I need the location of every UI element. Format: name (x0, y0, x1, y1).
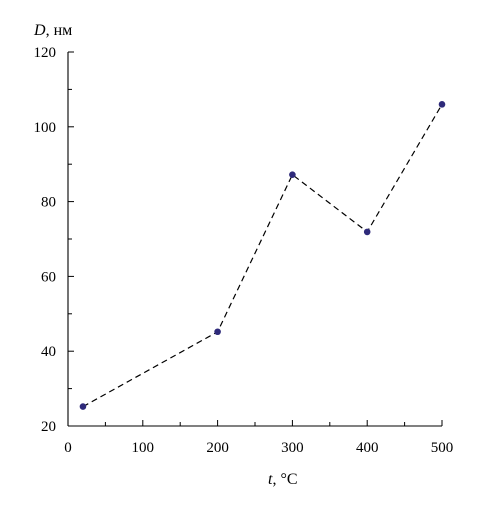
data-point (289, 171, 296, 178)
y-axis-unit: , нм (46, 22, 73, 39)
data-point (79, 403, 87, 410)
x-axis-unit: , °C (272, 471, 297, 488)
y-tick-label: 100 (34, 120, 57, 136)
series-layer (79, 101, 446, 410)
y-tick-label: 120 (34, 45, 57, 61)
data-point (363, 228, 371, 236)
y-tick-label: 60 (41, 269, 56, 285)
x-tick-label: 0 (64, 440, 72, 456)
y-axis-symbol: D (33, 22, 46, 39)
x-tick-label: 400 (356, 440, 379, 456)
y-axis-title: D, нм (33, 22, 72, 39)
data-point (214, 328, 221, 336)
x-tick-label: 300 (281, 440, 304, 456)
x-axis-title: t, °C (268, 471, 298, 488)
x-tick-label: 200 (206, 440, 229, 456)
axes (67, 52, 442, 427)
y-axis-ticks: 20 40 60 80 100 120 (34, 45, 74, 435)
y-tick-label: 80 (41, 195, 56, 211)
y-tick-label: 20 (41, 419, 56, 435)
x-axis-symbol: t (268, 471, 273, 488)
data-point (438, 101, 446, 108)
x-tick-label: 100 (132, 440, 155, 456)
data-line (82, 104, 443, 408)
x-axis-ticks: 0 100 200 300 400 500 (64, 420, 453, 456)
y-tick-label: 40 (41, 344, 56, 360)
x-tick-label: 500 (431, 440, 454, 456)
